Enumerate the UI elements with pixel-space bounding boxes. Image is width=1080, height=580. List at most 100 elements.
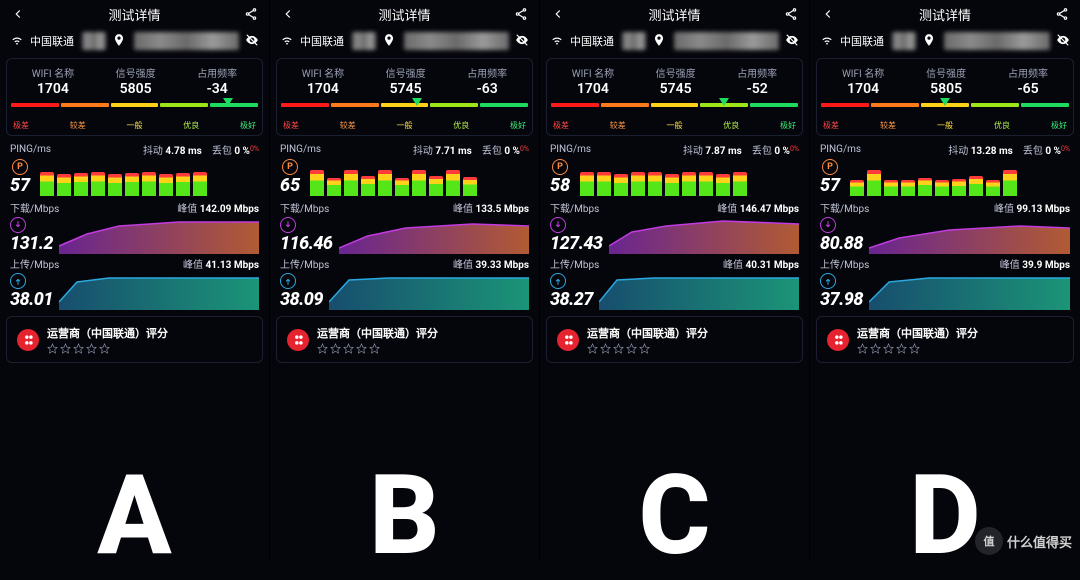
watermark-text: 什么值得买 <box>1007 532 1072 551</box>
blurred-location <box>944 32 1050 50</box>
blurred-chip <box>892 32 916 50</box>
stat-value: -65 <box>1008 81 1048 97</box>
loss-text: 丢包 0 %0% <box>482 142 529 157</box>
share-icon[interactable] <box>1054 6 1070 22</box>
blurred-location <box>134 32 239 50</box>
jitter-text: 抖动 13.28 ms <box>948 142 1013 157</box>
quality-label: 优良 <box>994 120 1010 131</box>
quality-label: 极好 <box>780 120 796 131</box>
upload-label: 上传/Mbps <box>10 256 59 271</box>
ping-label: PING/ms <box>550 144 591 155</box>
rating-stars[interactable] <box>47 343 168 354</box>
stat-label: 占用频率 <box>1008 65 1048 80</box>
download-peak: 峰值 142.09 Mbps <box>177 200 259 215</box>
panel-letter: C <box>540 461 809 571</box>
rating-stars[interactable] <box>587 343 708 354</box>
watermark: 值 什么值得买 <box>975 527 1072 555</box>
stat-label: WIFI 名称 <box>32 65 74 80</box>
ping-value-block: P57 <box>820 159 840 196</box>
ping-label: PING/ms <box>10 144 51 155</box>
eye-off-icon[interactable] <box>785 33 799 50</box>
eye-off-icon[interactable] <box>245 33 259 50</box>
upload-value-block: 37.98 <box>820 271 863 310</box>
stat-label: 占用频率 <box>737 65 777 80</box>
result-panel: 测试详情 中国联通 WIFI 名称 1704信号强度 5805占用频率 -34极… <box>0 0 270 561</box>
download-label: 下载/Mbps <box>550 200 599 215</box>
signal-card: WIFI 名称 1704信号强度 5805占用频率 -65极差较差一般优良极好 <box>816 58 1074 136</box>
rating-stars[interactable] <box>857 343 978 354</box>
back-icon[interactable] <box>10 6 26 22</box>
stat-label: 占用频率 <box>467 65 507 80</box>
rating-card[interactable]: 运营商（中国联通）评分 <box>6 316 263 363</box>
download-chart <box>339 216 530 254</box>
wifi-icon <box>820 33 834 50</box>
upload-chart <box>329 272 529 310</box>
quality-label: 优良 <box>183 120 199 131</box>
share-icon[interactable] <box>783 6 799 22</box>
panel-letter: B <box>270 461 539 571</box>
upload-peak: 峰值 39.9 Mbps <box>1000 256 1070 271</box>
ping-bars <box>40 170 259 196</box>
upload-chart <box>59 272 259 310</box>
download-value-block: 127.43 <box>550 215 603 254</box>
wifi-icon <box>280 33 294 50</box>
quality-label: 较差 <box>610 120 626 131</box>
location-pin-icon <box>652 33 666 50</box>
wifi-icon <box>550 33 564 50</box>
upload-chart <box>869 272 1070 310</box>
wifi-icon <box>10 33 24 50</box>
quality-label: 极差 <box>13 120 29 131</box>
quality-label: 极好 <box>510 120 526 131</box>
eye-off-icon[interactable] <box>515 33 529 50</box>
eye-off-icon[interactable] <box>1056 33 1070 50</box>
upload-peak: 峰值 41.13 Mbps <box>183 256 259 271</box>
location-pin-icon <box>922 33 936 50</box>
stat-label: 占用频率 <box>197 65 237 80</box>
quality-label: 极差 <box>283 120 299 131</box>
stat-value: 5805 <box>926 81 966 97</box>
watermark-badge: 值 <box>975 527 1003 555</box>
unicom-logo-icon <box>557 329 579 351</box>
stat-label: WIFI 名称 <box>572 65 614 80</box>
download-chart <box>59 216 259 254</box>
jitter-text: 抖动 7.87 ms <box>683 142 742 157</box>
stat-value: 1704 <box>572 81 614 97</box>
back-icon[interactable] <box>280 6 296 22</box>
unicom-logo-icon <box>17 329 39 351</box>
ping-label: PING/ms <box>280 144 321 155</box>
jitter-text: 抖动 7.71 ms <box>413 142 472 157</box>
isp-name: 中国联通 <box>840 33 884 49</box>
back-icon[interactable] <box>820 6 836 22</box>
rating-card[interactable]: 运营商（中国联通）评分 <box>816 316 1074 363</box>
quality-label: 较差 <box>70 120 86 131</box>
upload-label: 上传/Mbps <box>820 256 869 271</box>
share-icon[interactable] <box>243 6 259 22</box>
quality-label: 极好 <box>1051 120 1067 131</box>
ping-bars <box>580 170 799 196</box>
download-peak: 峰值 146.47 Mbps <box>717 200 799 215</box>
upload-value-block: 38.09 <box>280 271 323 310</box>
unicom-logo-icon <box>827 329 849 351</box>
page-title: 测试详情 <box>378 5 430 24</box>
share-icon[interactable] <box>513 6 529 22</box>
download-value-block: 116.46 <box>280 215 333 254</box>
blurred-location <box>674 32 779 50</box>
quality-label: 较差 <box>340 120 356 131</box>
rating-label: 运营商（中国联通）评分 <box>857 325 978 341</box>
stat-value: -52 <box>737 81 777 97</box>
rating-card[interactable]: 运营商（中国联通）评分 <box>276 316 533 363</box>
rating-card[interactable]: 运营商（中国联通）评分 <box>546 316 803 363</box>
quality-label: 较差 <box>880 120 896 131</box>
stat-label: WIFI 名称 <box>842 65 884 80</box>
result-panel: 测试详情 中国联通 WIFI 名称 1704信号强度 5745占用频率 -52极… <box>540 0 810 561</box>
upload-peak: 峰值 39.33 Mbps <box>453 256 529 271</box>
upload-peak: 峰值 40.31 Mbps <box>723 256 799 271</box>
stat-value: 1704 <box>842 81 884 97</box>
quality-marker <box>412 98 422 106</box>
download-label: 下载/Mbps <box>280 200 329 215</box>
stat-value: -34 <box>197 81 237 97</box>
quality-marker <box>223 98 233 106</box>
back-icon[interactable] <box>550 6 566 22</box>
rating-label: 运营商（中国联通）评分 <box>587 325 708 341</box>
rating-stars[interactable] <box>317 343 438 354</box>
